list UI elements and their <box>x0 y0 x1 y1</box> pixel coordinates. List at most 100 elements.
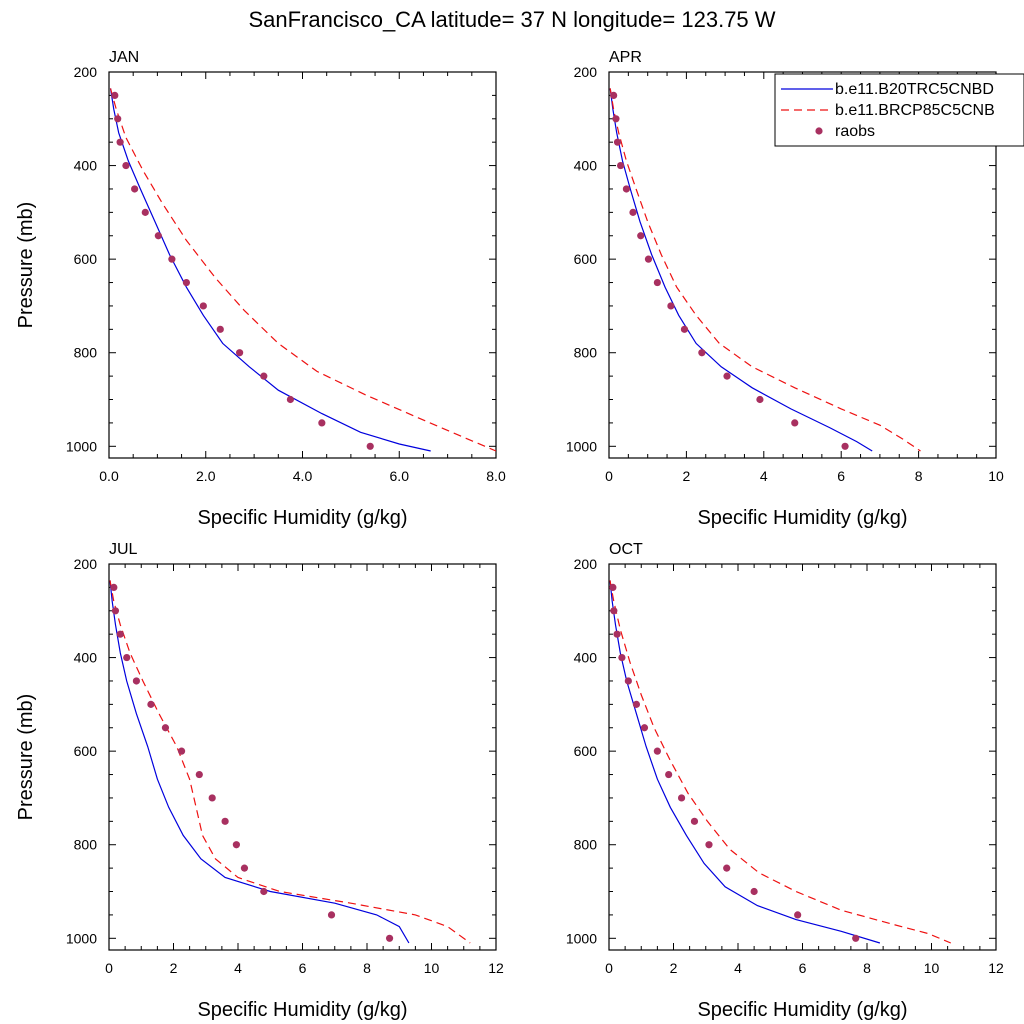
panel-label: APR <box>609 49 642 66</box>
series-line-brcp85 <box>609 580 952 944</box>
raobs-point <box>610 91 618 99</box>
legend: b.e11.B20TRC5CNBD b.e11.BRCP85C5CNB raobs <box>774 73 1024 147</box>
plot-area <box>109 88 496 452</box>
y-tick-label: 800 <box>74 345 98 361</box>
raobs-point <box>318 419 326 427</box>
y-tick-label: 1000 <box>66 438 97 454</box>
raobs-point <box>705 841 713 849</box>
y-tick-label: 400 <box>574 650 598 666</box>
raobs-point <box>624 677 632 685</box>
x-tick-label: 4 <box>760 468 768 484</box>
x-tick-label: 10 <box>424 960 440 976</box>
y-tick-label: 200 <box>574 64 598 80</box>
raobs-point <box>195 770 203 779</box>
x-tick-label: 12 <box>488 960 504 976</box>
raobs-point <box>240 864 249 872</box>
raobs-point <box>756 395 764 404</box>
raobs-point <box>208 794 216 802</box>
raobs-point <box>618 653 626 662</box>
y-tick-label: 600 <box>74 743 98 759</box>
raobs-point <box>260 887 268 896</box>
x-tick-label: 8 <box>863 960 871 976</box>
x-tick-label: 8 <box>363 960 371 976</box>
raobs-point <box>680 325 689 333</box>
raobs-point <box>260 372 268 380</box>
raobs-point <box>653 278 661 287</box>
y-tick-label: 800 <box>74 837 98 853</box>
raobs-point <box>366 442 374 450</box>
raobs-point <box>110 583 118 591</box>
y-tick-label: 400 <box>74 650 98 666</box>
raobs-point <box>617 161 625 170</box>
raobs-point <box>177 747 186 755</box>
raobs-point <box>168 255 176 263</box>
x-tick-label: 4 <box>734 960 742 976</box>
raobs-point <box>841 442 849 450</box>
plot-area <box>109 580 471 944</box>
raobs-point <box>750 887 758 896</box>
raobs-point <box>236 349 244 357</box>
y-tick-label: 800 <box>574 837 598 853</box>
legend-marker <box>815 127 823 135</box>
series-line-b20trc <box>109 580 410 944</box>
x-tick-label: 6 <box>799 960 807 976</box>
raobs-point <box>147 700 155 708</box>
raobs-point <box>632 700 641 708</box>
panel-label: JUL <box>109 541 138 558</box>
raobs-point <box>161 724 170 732</box>
raobs-point <box>122 161 130 170</box>
raobs-point <box>114 115 122 123</box>
raobs-point <box>629 208 637 216</box>
legend-entry-label: raobs <box>835 123 875 140</box>
raobs-point <box>182 278 190 287</box>
raobs-point <box>327 911 336 919</box>
chart-panel-jul: JUL 0 2 4 6 8 10 12 200 400 600 800 1000 Specific Hum… <box>15 541 504 1021</box>
x-axis-label: Specific Humidity (g/kg) <box>697 999 907 1021</box>
raobs-point <box>653 747 661 755</box>
x-axis-label: Specific Humidity (g/kg) <box>197 999 407 1021</box>
raobs-point <box>385 934 394 942</box>
legend-entry-label: b.e11.B20TRC5CNBD <box>835 81 994 98</box>
raobs-point <box>640 724 649 732</box>
x-tick-label: 10 <box>924 960 940 976</box>
raobs-point <box>116 630 124 638</box>
series-line-b20trc <box>609 88 873 452</box>
raobs-point <box>610 607 618 615</box>
raobs-point <box>698 349 706 357</box>
raobs-point <box>665 770 673 779</box>
chart-panel-jan: JAN 0.0 2.0 4.0 6.0 8.0 200 400 600 800 1000 Specif… <box>15 49 506 529</box>
plot-area <box>609 88 921 452</box>
raobs-point <box>794 911 802 919</box>
legend-box <box>774 73 1024 147</box>
x-tick-label: 4 <box>234 960 242 976</box>
x-axis-label: Specific Humidity (g/kg) <box>197 507 407 529</box>
series-line-brcp85 <box>109 580 471 944</box>
x-tick-label: 6 <box>299 960 307 976</box>
raobs-point <box>644 255 653 263</box>
plot-frame <box>108 563 497 951</box>
x-tick-label: 0 <box>105 960 113 976</box>
y-tick-label: 1000 <box>566 438 597 454</box>
series-line-brcp85 <box>109 88 496 452</box>
y-tick-label: 400 <box>74 158 98 174</box>
y-tick-label: 200 <box>574 556 598 572</box>
y-tick-label: 600 <box>74 251 98 267</box>
raobs-point <box>221 817 229 825</box>
raobs-point <box>232 841 240 849</box>
raobs-point <box>286 395 295 404</box>
x-tick-label: 10 <box>988 468 1004 484</box>
x-tick-label: 2 <box>670 960 678 976</box>
x-axis-label: Specific Humidity (g/kg) <box>697 507 907 529</box>
raobs-point <box>723 864 731 872</box>
plot-frame <box>108 71 497 459</box>
raobs-point <box>677 794 686 802</box>
x-tick-label: 6.0 <box>390 468 410 484</box>
raobs-point <box>667 302 675 310</box>
x-tick-label: 6 <box>837 468 845 484</box>
raobs-point <box>116 138 124 146</box>
x-tick-label: 8 <box>915 468 923 484</box>
y-tick-label: 200 <box>74 556 98 572</box>
raobs-point <box>141 208 149 216</box>
raobs-point <box>612 115 620 123</box>
x-tick-label: 2.0 <box>196 468 216 484</box>
